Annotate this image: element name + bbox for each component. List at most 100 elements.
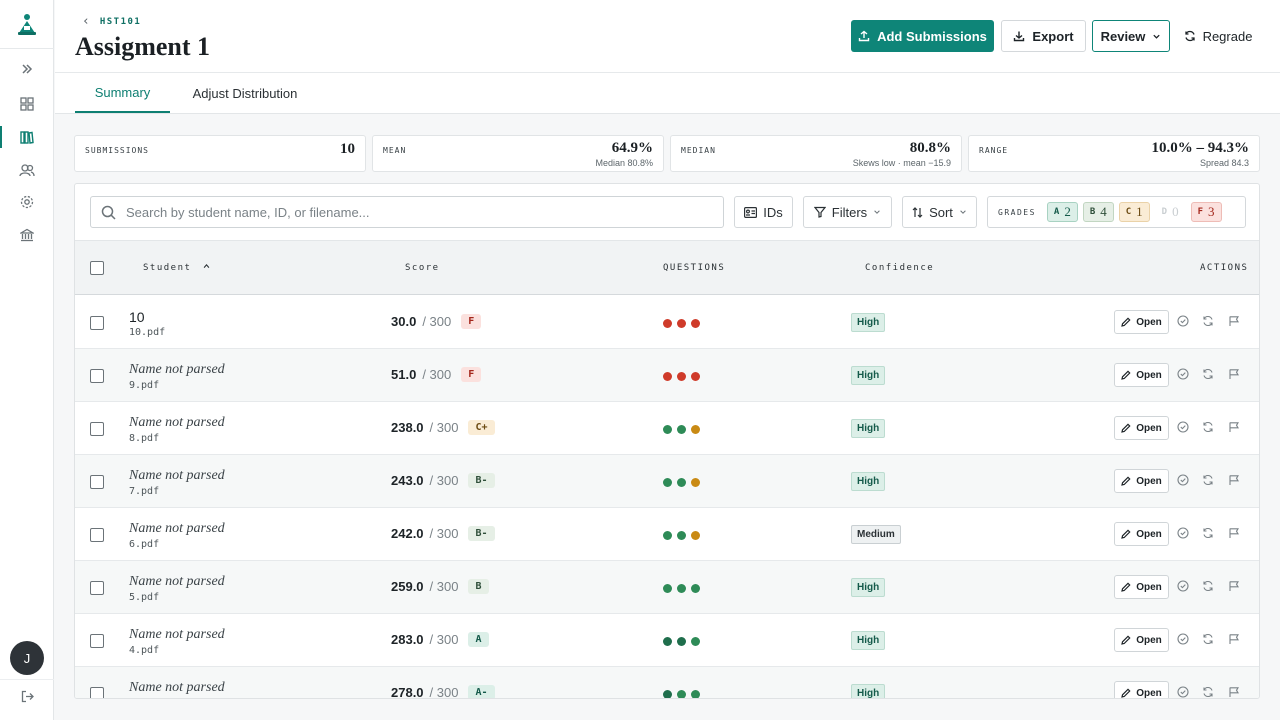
- grade-chip-c[interactable]: C 1: [1118, 202, 1150, 222]
- flag-icon[interactable]: [1228, 633, 1240, 645]
- table-row[interactable]: Name not parsed 7.pdf 243.0 / 300 B- Hig…: [75, 455, 1259, 508]
- column-header-student[interactable]: Student: [143, 262, 211, 273]
- avatar[interactable]: J: [10, 641, 44, 675]
- check-circle-icon[interactable]: [1177, 368, 1189, 380]
- open-button[interactable]: Open: [1114, 416, 1169, 440]
- question-status-dots[interactable]: [663, 584, 700, 593]
- export-button[interactable]: Export: [1001, 20, 1086, 52]
- student-name[interactable]: Name not parsed: [129, 574, 225, 589]
- back-chevron-icon[interactable]: ‹: [82, 14, 90, 29]
- question-status-dots[interactable]: [663, 425, 700, 434]
- row-checkbox[interactable]: [90, 369, 104, 383]
- student-name[interactable]: Name not parsed: [129, 680, 225, 695]
- table-row[interactable]: Name not parsed 6.pdf 242.0 / 300 B- Med…: [75, 508, 1259, 561]
- flag-icon[interactable]: [1228, 527, 1240, 539]
- student-name[interactable]: 10: [129, 309, 145, 325]
- open-button[interactable]: Open: [1114, 628, 1169, 652]
- regrade-icon[interactable]: [1202, 315, 1214, 327]
- open-button[interactable]: Open: [1114, 469, 1169, 493]
- add-submissions-button[interactable]: Add Submissions: [851, 20, 994, 52]
- logout-button[interactable]: [0, 683, 54, 709]
- check-circle-icon[interactable]: [1177, 686, 1189, 698]
- sidebar-item-library[interactable]: [0, 124, 54, 150]
- regrade-icon[interactable]: [1202, 580, 1214, 592]
- regrade-icon[interactable]: [1202, 368, 1214, 380]
- search-box[interactable]: [90, 196, 724, 228]
- row-checkbox[interactable]: [90, 475, 104, 489]
- table-row[interactable]: Name not parsed 9.pdf 51.0 / 300 F High …: [75, 349, 1259, 402]
- sidebar-item-settings[interactable]: [0, 189, 54, 215]
- stat-label: RANGE: [979, 146, 1009, 155]
- grade-chip-f[interactable]: F 3: [1190, 202, 1222, 222]
- sidebar-item-institution[interactable]: [0, 222, 54, 248]
- tab-summary[interactable]: Summary: [75, 73, 170, 113]
- check-circle-icon[interactable]: [1177, 315, 1189, 327]
- expand-sidebar-button[interactable]: [0, 56, 54, 82]
- grade-chip-b[interactable]: B 4: [1082, 202, 1114, 222]
- student-name[interactable]: Name not parsed: [129, 627, 225, 642]
- open-button[interactable]: Open: [1114, 310, 1169, 334]
- flag-icon[interactable]: [1228, 368, 1240, 380]
- question-status-dots[interactable]: [663, 372, 700, 381]
- flag-icon[interactable]: [1228, 315, 1240, 327]
- column-header-score[interactable]: Score: [405, 263, 440, 273]
- ids-toggle-button[interactable]: IDs: [734, 196, 793, 228]
- filters-button[interactable]: Filters: [803, 196, 892, 228]
- search-input[interactable]: [126, 204, 686, 220]
- sort-button[interactable]: Sort: [902, 196, 977, 228]
- grade-chip-a[interactable]: A 2: [1046, 202, 1078, 222]
- regrade-button[interactable]: Regrade: [1179, 20, 1257, 52]
- flag-icon[interactable]: [1228, 421, 1240, 433]
- check-circle-icon[interactable]: [1177, 474, 1189, 486]
- table-row[interactable]: Name not parsed 3.pdf 278.0 / 300 A- Hig…: [75, 667, 1259, 698]
- check-circle-icon[interactable]: [1177, 421, 1189, 433]
- regrade-icon[interactable]: [1202, 421, 1214, 433]
- open-button[interactable]: Open: [1114, 681, 1169, 698]
- regrade-icon[interactable]: [1202, 474, 1214, 486]
- column-header-confidence[interactable]: Confidence: [865, 263, 935, 273]
- open-button[interactable]: Open: [1114, 522, 1169, 546]
- check-circle-icon[interactable]: [1177, 527, 1189, 539]
- flag-icon[interactable]: [1228, 580, 1240, 592]
- regrade-icon[interactable]: [1202, 686, 1214, 698]
- flag-icon[interactable]: [1228, 686, 1240, 698]
- row-checkbox[interactable]: [90, 422, 104, 436]
- student-name[interactable]: Name not parsed: [129, 415, 225, 430]
- open-button[interactable]: Open: [1114, 575, 1169, 599]
- student-name[interactable]: Name not parsed: [129, 468, 225, 483]
- row-checkbox[interactable]: [90, 634, 104, 648]
- review-dropdown-button[interactable]: Review: [1092, 20, 1170, 52]
- pencil-icon: [1121, 582, 1131, 592]
- score-value: 238.0: [391, 420, 424, 435]
- breadcrumb[interactable]: ‹ HST101: [82, 14, 141, 29]
- question-status-dots[interactable]: [663, 690, 700, 698]
- open-button[interactable]: Open: [1114, 363, 1169, 387]
- question-dot: [663, 425, 672, 434]
- regrade-icon[interactable]: [1202, 527, 1214, 539]
- table-row[interactable]: Name not parsed 4.pdf 283.0 / 300 A High…: [75, 614, 1259, 667]
- check-circle-icon[interactable]: [1177, 580, 1189, 592]
- sidebar-item-users[interactable]: [0, 157, 54, 183]
- sidebar-item-dashboard[interactable]: [0, 91, 54, 117]
- row-checkbox[interactable]: [90, 528, 104, 542]
- regrade-icon[interactable]: [1202, 633, 1214, 645]
- tab-adjust-distribution[interactable]: Adjust Distribution: [192, 85, 298, 101]
- select-all-checkbox[interactable]: [90, 261, 104, 275]
- row-checkbox[interactable]: [90, 581, 104, 595]
- question-status-dots[interactable]: [663, 531, 700, 540]
- question-status-dots[interactable]: [663, 478, 700, 487]
- app-logo-icon[interactable]: [15, 13, 39, 37]
- breadcrumb-course[interactable]: HST101: [99, 16, 142, 27]
- table-row[interactable]: 10 10.pdf 30.0 / 300 F High Open: [75, 296, 1259, 349]
- student-name[interactable]: Name not parsed: [129, 362, 225, 377]
- flag-icon[interactable]: [1228, 474, 1240, 486]
- question-status-dots[interactable]: [663, 637, 700, 646]
- row-checkbox[interactable]: [90, 687, 104, 698]
- row-checkbox[interactable]: [90, 316, 104, 330]
- grade-chip-d[interactable]: D 0: [1155, 202, 1186, 222]
- check-circle-icon[interactable]: [1177, 633, 1189, 645]
- table-row[interactable]: Name not parsed 5.pdf 259.0 / 300 B High…: [75, 561, 1259, 614]
- student-name[interactable]: Name not parsed: [129, 521, 225, 536]
- table-row[interactable]: Name not parsed 8.pdf 238.0 / 300 C+ Hig…: [75, 402, 1259, 455]
- question-status-dots[interactable]: [663, 319, 700, 328]
